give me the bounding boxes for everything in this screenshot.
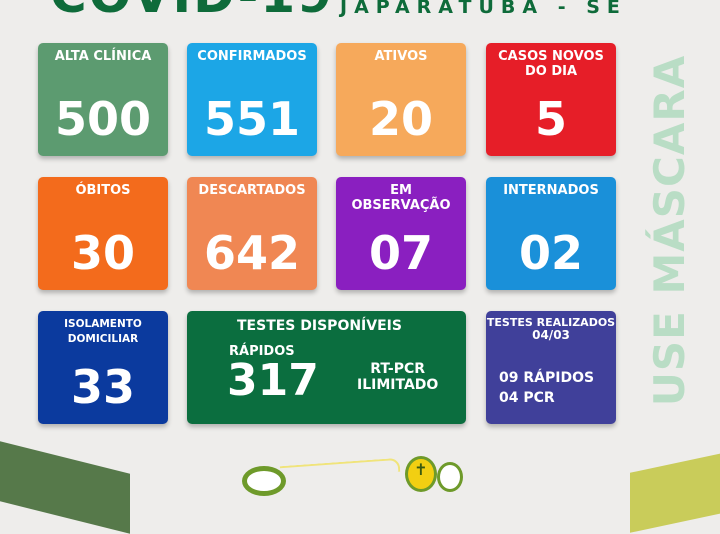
stat-card: ÓBITOS 30	[38, 177, 168, 290]
use-mask-banner: USE MÁSCARA	[645, 50, 695, 410]
rapidos-value: 317	[227, 355, 319, 406]
stat-value: 642	[203, 226, 301, 280]
stat-label: ISOLAMENTO DOMICILIAR	[64, 318, 142, 345]
stat-label: CASOS NOVOS DO DIA	[498, 49, 604, 79]
testes-realizados-date: 04/03	[532, 328, 570, 342]
decorative-swoop-left	[0, 436, 130, 534]
card-testes-realizados: TESTES REALIZADOS 04/03 09 RÁPIDOS 04 PC…	[486, 311, 616, 424]
card-testes-disponiveis: TESTES DISPONÍVEIS RÁPIDOS 317 RT-PCR IL…	[187, 311, 466, 424]
stat-value: 5	[534, 92, 567, 146]
stat-value: 02	[518, 226, 583, 280]
realizados-rapidos: 09 RÁPIDOS	[499, 370, 595, 386]
stat-label: DESCARTADOS	[198, 183, 306, 198]
stat-label: EM OBSERVAÇÃO	[351, 183, 451, 213]
stat-label: CONFIRMADOS	[197, 49, 307, 64]
realizados-pcr: 04 PCR	[499, 390, 555, 406]
stat-value: 551	[203, 92, 301, 146]
stat-card: ISOLAMENTO DOMICILIAR 33	[38, 311, 168, 424]
stat-value: 30	[70, 226, 135, 280]
page-title: COVID-19	[50, 0, 334, 24]
stat-card: CASOS NOVOS DO DIA 5	[486, 43, 616, 156]
stat-card: INTERNADOS 02	[486, 177, 616, 290]
stat-card: ATIVOS 20	[336, 43, 466, 156]
stat-label: ALTA CLÍNICA	[54, 49, 152, 64]
stat-card: CONFIRMADOS 551	[187, 43, 317, 156]
stat-card: ALTA CLÍNICA 500	[38, 43, 168, 156]
stat-label: ÓBITOS	[75, 183, 131, 198]
cross-emblem-icon: ✝	[405, 456, 437, 492]
stat-card: DESCARTADOS 642	[187, 177, 317, 290]
stat-label: ATIVOS	[374, 49, 428, 64]
stat-value: 33	[70, 360, 135, 414]
stat-value: 500	[54, 92, 152, 146]
stat-value: 20	[368, 92, 433, 146]
stat-label: INTERNADOS	[503, 183, 599, 198]
use-mask-text: USE MÁSCARA	[645, 54, 695, 406]
rapidos-label: RÁPIDOS	[229, 344, 295, 359]
decorative-line	[279, 457, 401, 481]
rtpcr-value: ILIMITADO	[357, 377, 439, 393]
decorative-swoop-right	[630, 447, 720, 533]
city-name: JAPARATUBA - SE	[340, 0, 627, 18]
stat-card: EM OBSERVAÇÃO 07	[336, 177, 466, 290]
health-emblem-icon	[437, 462, 463, 492]
municipal-logo	[242, 466, 286, 496]
testes-realizados-title: TESTES REALIZADOS	[486, 316, 616, 329]
rtpcr-label: RT-PCR	[370, 361, 426, 377]
testes-disponiveis-title: TESTES DISPONÍVEIS	[237, 318, 402, 334]
stat-value: 07	[368, 226, 433, 280]
